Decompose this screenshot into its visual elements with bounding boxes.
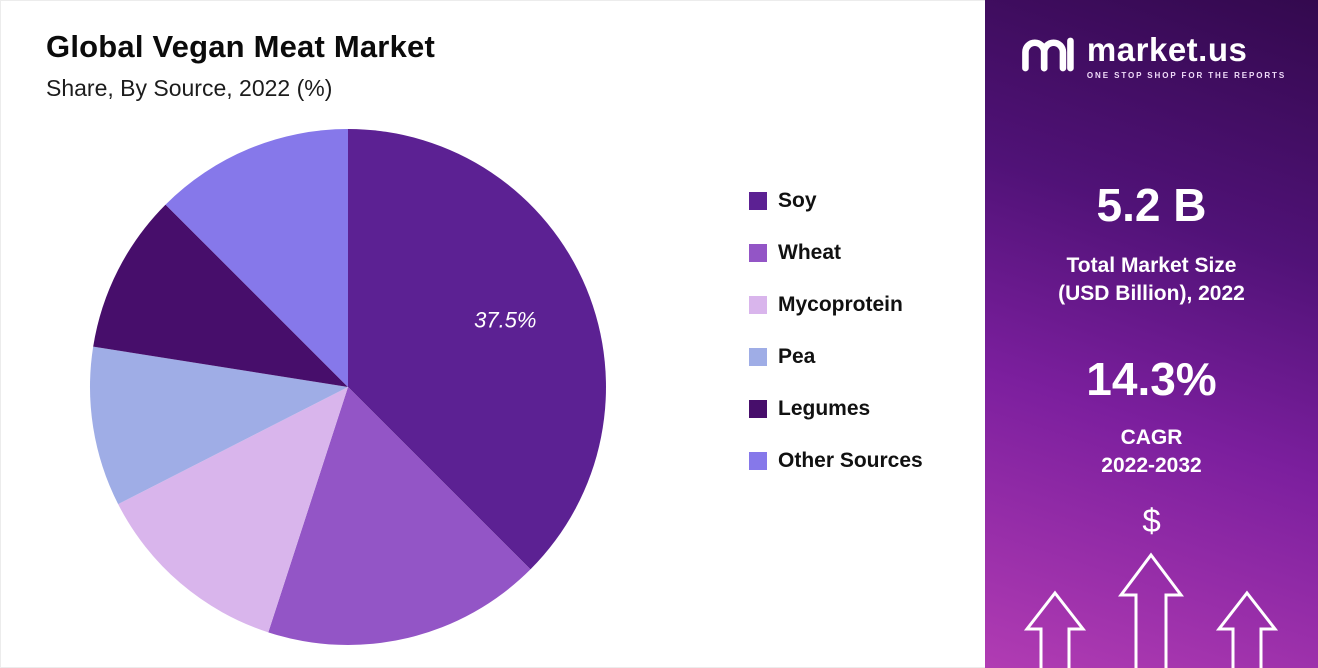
legend-label-mycoprotein: Mycoprotein bbox=[778, 293, 903, 316]
up-arrow-icon bbox=[1215, 590, 1279, 668]
legend-label-wheat: Wheat bbox=[778, 241, 841, 264]
legend-item-wheat: Wheat bbox=[749, 241, 923, 265]
page-title: Global Vegan Meat Market bbox=[46, 29, 435, 64]
brand-name: market.us bbox=[1086, 30, 1248, 68]
stat-cagr-value: 14.3% bbox=[1086, 353, 1217, 405]
stat-market-size-value: 5.2 B bbox=[1096, 179, 1207, 231]
legend-item-mycoprotein: Mycoprotein bbox=[749, 293, 923, 317]
brand-tagline: ONE STOP SHOP FOR THE REPORTS bbox=[1086, 71, 1287, 81]
legend-swatch-pea bbox=[749, 348, 767, 366]
pie-chart-container: 37.5% bbox=[88, 127, 608, 647]
growth-arrows-icon bbox=[1023, 552, 1279, 668]
stat-cagr-label: CAGR 2022-2032 bbox=[1101, 426, 1202, 477]
brand-text: market.us ONE STOP SHOP FOR THE REPORTS bbox=[1086, 30, 1287, 81]
legend-swatch-other-sources bbox=[749, 452, 767, 470]
pie-slice-mycoprotein bbox=[118, 387, 349, 633]
chart-area: Global Vegan Meat Market Share, By Sourc… bbox=[0, 0, 985, 668]
up-arrow-icon bbox=[1023, 590, 1087, 668]
legend-label-soy: Soy bbox=[778, 189, 817, 212]
legend-item-other-sources: Other Sources bbox=[749, 449, 923, 473]
legend-label-legumes: Legumes bbox=[778, 397, 871, 420]
brand-panel: market.us ONE STOP SHOP FOR THE REPORTS … bbox=[985, 0, 1318, 668]
stat-market-size-label: Total Market Size (USD Billion), 2022 bbox=[1058, 254, 1245, 305]
legend-label-other-sources: Other Sources bbox=[778, 449, 923, 472]
legend: Soy Wheat Mycoprotein Pea Legumes Other Sourc… bbox=[749, 189, 923, 501]
legend-item-pea: Pea bbox=[749, 345, 923, 369]
pie-slice-wheat bbox=[268, 387, 531, 645]
up-arrow-icon bbox=[1118, 552, 1184, 668]
pie-chart: 37.5% bbox=[90, 129, 606, 645]
brand-logo: market.us ONE STOP SHOP FOR THE REPORTS bbox=[985, 24, 1318, 89]
pie-data-label-soy: 37.5% bbox=[474, 308, 536, 333]
page-subtitle: Share, By Source, 2022 (%) bbox=[46, 75, 333, 101]
legend-label-pea: Pea bbox=[778, 345, 816, 368]
pie-slice-other-sources bbox=[165, 129, 348, 387]
marketus-logo-icon bbox=[1017, 24, 1077, 89]
pie-slice-soy bbox=[348, 129, 606, 570]
pie-slice-pea bbox=[90, 346, 348, 505]
legend-swatch-legumes bbox=[749, 400, 767, 418]
dollar-icon: $ bbox=[1142, 502, 1161, 539]
legend-item-soy: Soy bbox=[749, 189, 923, 213]
legend-swatch-wheat bbox=[749, 244, 767, 262]
pie-slice-legumes bbox=[93, 204, 349, 387]
legend-swatch-mycoprotein bbox=[749, 296, 767, 314]
legend-swatch-soy bbox=[749, 192, 767, 210]
legend-item-legumes: Legumes bbox=[749, 397, 923, 421]
